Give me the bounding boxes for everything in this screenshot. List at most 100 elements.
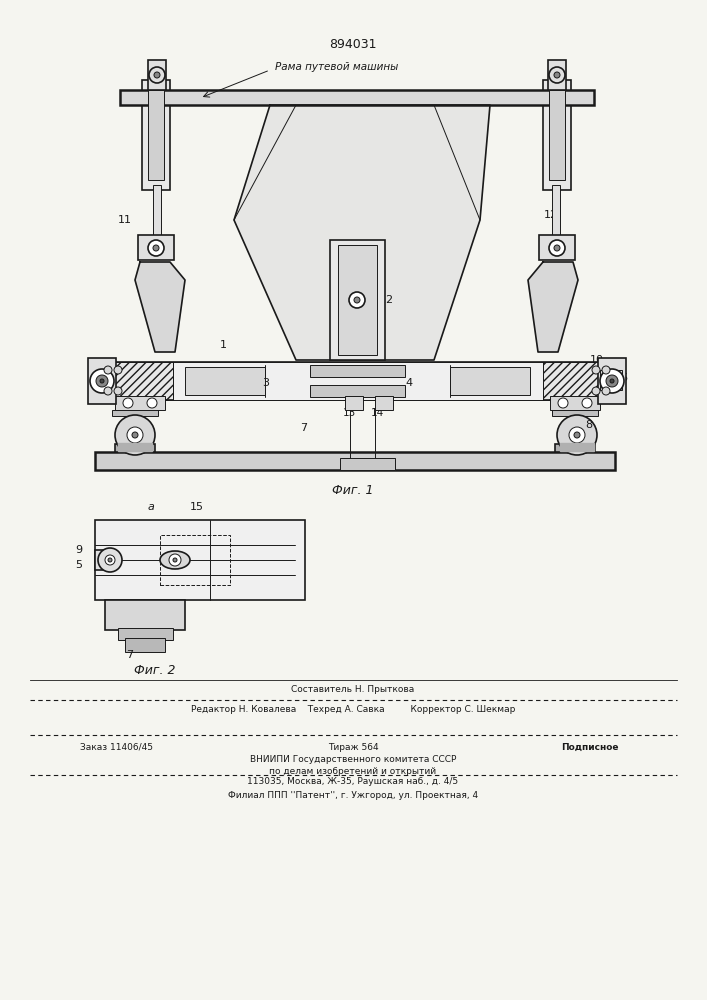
Circle shape — [173, 558, 177, 562]
Circle shape — [96, 375, 108, 387]
Circle shape — [602, 387, 610, 395]
Text: 14: 14 — [371, 408, 384, 418]
Text: Филиал ППП ''Патент'', г. Ужгород, ул. Проектная, 4: Филиал ППП ''Патент'', г. Ужгород, ул. П… — [228, 790, 478, 800]
Text: ВНИИПИ Государственного комитета СССР: ВНИИПИ Государственного комитета СССР — [250, 756, 456, 764]
Circle shape — [354, 297, 360, 303]
Text: 9: 9 — [75, 545, 82, 555]
Polygon shape — [118, 443, 152, 451]
Text: 1: 1 — [220, 340, 227, 350]
Circle shape — [153, 245, 159, 251]
Text: 894031: 894031 — [329, 38, 377, 51]
Text: a: a — [148, 502, 155, 512]
Circle shape — [569, 427, 585, 443]
Bar — [552, 185, 560, 240]
Bar — [105, 600, 185, 630]
Circle shape — [582, 398, 592, 408]
Circle shape — [154, 72, 160, 78]
Circle shape — [549, 67, 565, 83]
Bar — [118, 628, 173, 640]
Bar — [552, 410, 598, 416]
Bar — [338, 245, 377, 355]
Bar — [138, 235, 174, 260]
Bar — [115, 444, 155, 452]
Polygon shape — [528, 262, 578, 352]
Bar — [548, 60, 566, 90]
Bar — [555, 444, 595, 452]
Bar — [543, 362, 618, 400]
Bar — [148, 90, 164, 180]
Text: 10: 10 — [590, 355, 604, 365]
Circle shape — [558, 398, 568, 408]
Text: Составитель Н. Прыткова: Составитель Н. Прыткова — [291, 686, 414, 694]
Text: 8: 8 — [585, 420, 592, 430]
Bar — [95, 550, 110, 570]
Polygon shape — [560, 443, 594, 451]
Bar — [330, 240, 385, 360]
Circle shape — [574, 432, 580, 438]
Circle shape — [108, 558, 112, 562]
Bar — [153, 185, 161, 240]
Bar — [600, 370, 622, 390]
Circle shape — [606, 375, 618, 387]
Circle shape — [557, 415, 597, 455]
Text: 2: 2 — [385, 295, 392, 305]
Bar — [125, 638, 165, 652]
Bar — [120, 90, 594, 105]
Bar — [142, 80, 170, 190]
Bar — [98, 362, 618, 400]
Circle shape — [114, 387, 122, 395]
Bar — [310, 365, 405, 377]
Circle shape — [147, 398, 157, 408]
Text: 15: 15 — [190, 502, 204, 512]
Circle shape — [169, 554, 181, 566]
Circle shape — [127, 427, 143, 443]
Circle shape — [349, 292, 365, 308]
Text: 7: 7 — [126, 650, 133, 660]
Text: 11: 11 — [118, 215, 132, 225]
Circle shape — [104, 366, 112, 374]
Circle shape — [115, 415, 155, 455]
Circle shape — [610, 379, 614, 383]
Bar — [148, 60, 166, 90]
Text: Подписное: Подписное — [561, 742, 619, 752]
Circle shape — [100, 379, 104, 383]
Bar — [95, 452, 615, 470]
Circle shape — [105, 555, 115, 565]
Bar — [160, 535, 230, 585]
Circle shape — [148, 240, 164, 256]
Bar — [340, 458, 395, 470]
Bar — [88, 358, 116, 404]
Text: 4: 4 — [405, 378, 412, 388]
Circle shape — [592, 366, 600, 374]
Bar — [112, 410, 158, 416]
Text: 113035, Москва, Ж-35, Раушская наб., д. 4/5: 113035, Москва, Ж-35, Раушская наб., д. … — [247, 778, 459, 786]
Bar — [569, 416, 581, 444]
Bar — [173, 362, 543, 400]
Bar — [115, 396, 165, 410]
Circle shape — [554, 245, 560, 251]
Circle shape — [600, 369, 624, 393]
Bar — [95, 520, 305, 600]
Circle shape — [149, 67, 165, 83]
Text: Тираж 564: Тираж 564 — [327, 742, 378, 752]
Polygon shape — [234, 105, 490, 360]
Polygon shape — [135, 262, 185, 352]
Circle shape — [98, 548, 122, 572]
Bar — [129, 416, 141, 444]
Text: 7: 7 — [300, 423, 307, 433]
Text: 13: 13 — [343, 408, 356, 418]
Text: 5: 5 — [88, 373, 95, 383]
Circle shape — [549, 240, 565, 256]
Circle shape — [592, 387, 600, 395]
Circle shape — [90, 369, 114, 393]
Text: 3: 3 — [262, 378, 269, 388]
Circle shape — [132, 432, 138, 438]
Text: Редактор Н. Ковалева    Техред А. Савка         Корректор С. Шекмар: Редактор Н. Ковалева Техред А. Савка Кор… — [191, 706, 515, 714]
Bar — [375, 396, 393, 410]
Bar — [543, 80, 571, 190]
Bar — [310, 385, 405, 397]
Ellipse shape — [160, 551, 190, 569]
Text: по делам изобретений и открытий: по делам изобретений и открытий — [269, 766, 436, 776]
Text: Фиг. 1: Фиг. 1 — [332, 484, 374, 496]
Bar — [549, 90, 565, 180]
